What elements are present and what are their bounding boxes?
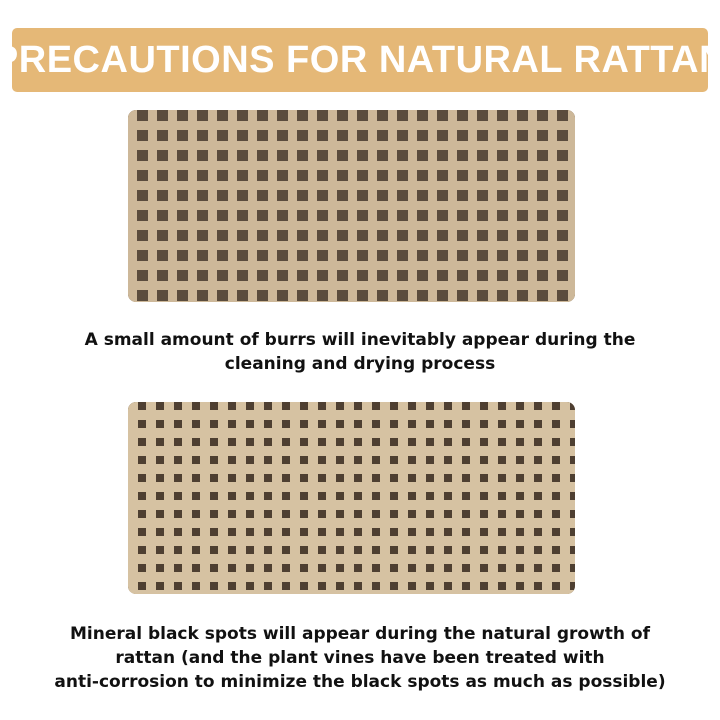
caption-line: anti-corrosion to minimize the black spo… — [54, 672, 666, 692]
caption-black-spots: Mineral black spots will appear during t… — [0, 622, 720, 694]
caption-line: Mineral black spots will appear during t… — [69, 624, 650, 644]
title-banner: PRECAUTIONS FOR NATURAL RATTAN — [0, 28, 720, 92]
caption-line: A small amount of burrs will inevitably … — [84, 330, 636, 350]
rattan-photo-burrs — [128, 110, 575, 302]
banner-title: PRECAUTIONS FOR NATURAL RATTAN — [0, 38, 720, 81]
weave-pattern — [128, 110, 575, 302]
caption-line: rattan (and the plant vines have been tr… — [115, 648, 605, 668]
caption-burrs: A small amount of burrs will inevitably … — [0, 328, 720, 376]
rattan-photo-black-spots — [128, 402, 575, 594]
weave-pattern — [128, 402, 575, 594]
caption-line: cleaning and drying process — [224, 354, 496, 374]
